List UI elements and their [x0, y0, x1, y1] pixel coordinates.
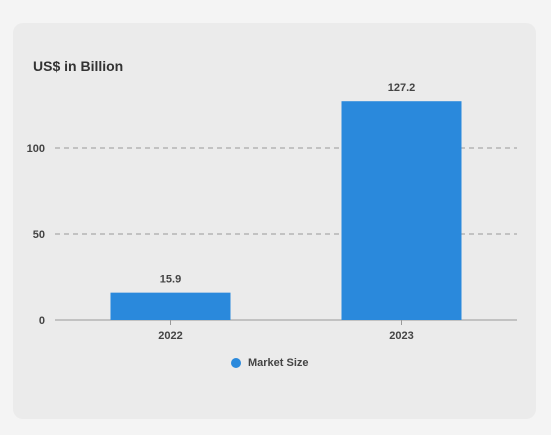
chart-plot: 0 50 100 15.9 2022 127.2 2023 — [27, 82, 517, 342]
y-tick-label-0: 0 — [39, 315, 45, 327]
y-tick-label-50: 50 — [33, 229, 45, 241]
legend[interactable]: Market Size — [231, 357, 309, 369]
bar-2022 — [110, 292, 231, 320]
x-tick-label-2022: 2022 — [158, 330, 182, 342]
y-tick-label-100: 100 — [27, 143, 45, 155]
chart-title: US$ in Billion — [33, 58, 124, 74]
data-label-2023: 127.2 — [388, 82, 416, 94]
data-label-2022: 15.9 — [160, 274, 181, 286]
legend-label-market-size: Market Size — [248, 357, 309, 369]
chart-card: US$ in Billion 0 50 100 15.9 2022 127.2 2023 M… — [13, 23, 536, 419]
x-tick-label-2023: 2023 — [389, 330, 413, 342]
legend-swatch-market-size — [231, 358, 241, 368]
bar-2023 — [341, 101, 462, 320]
